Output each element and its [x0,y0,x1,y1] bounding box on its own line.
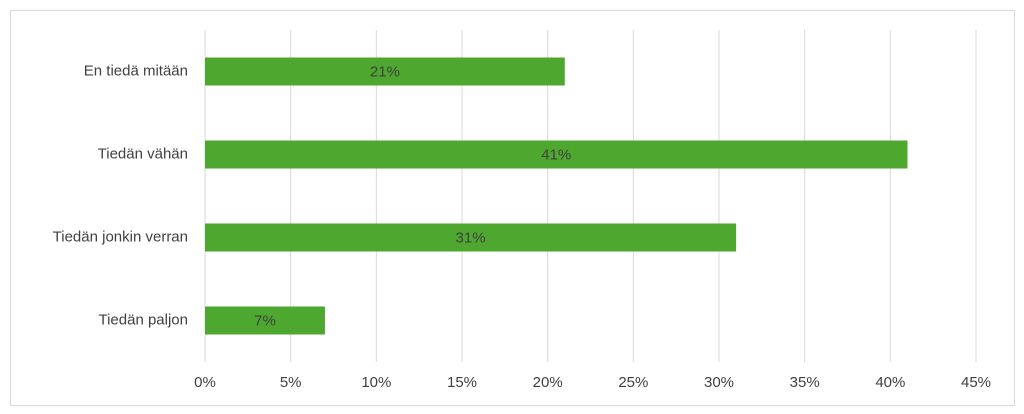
x-tick-label: 45% [961,374,991,391]
x-tick-label: 20% [533,374,563,391]
data-label: 41% [541,146,571,163]
x-tick-label: 35% [790,374,820,391]
y-tick-label: En tiedä mitään [84,62,188,79]
x-tick-label: 30% [704,374,734,391]
x-tick-label: 40% [875,374,905,391]
x-tick-label: 5% [280,374,302,391]
x-tick-label: 25% [618,374,648,391]
data-label: 21% [370,63,400,80]
y-tick-label: Tiedän vähän [98,145,188,162]
x-tick-label: 10% [361,374,391,391]
data-label: 7% [254,312,276,329]
y-tick-label: Tiedän jonkin verran [53,228,188,245]
y-tick-label: Tiedän paljon [98,311,188,328]
bar [205,223,737,252]
x-tick-label: 15% [447,374,477,391]
data-label: 31% [456,229,486,246]
bar [205,306,325,335]
bar [205,57,565,86]
bar [205,140,908,169]
x-tick-label: 0% [194,374,216,391]
